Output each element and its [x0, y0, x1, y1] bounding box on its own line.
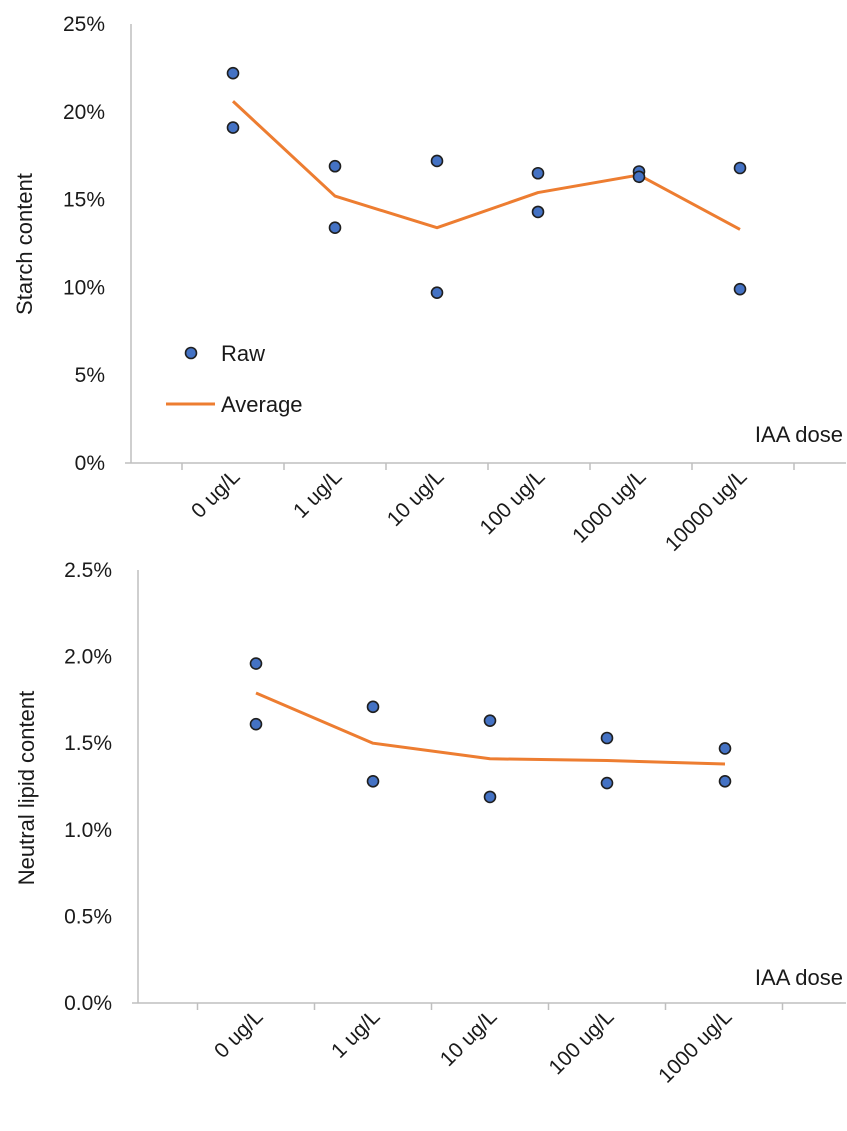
raw-data-point	[483, 714, 497, 727]
raw-data-point	[600, 731, 614, 745]
y-tick-label: 10%	[63, 276, 105, 299]
raw-data-point	[249, 657, 263, 670]
raw-data-point	[430, 286, 444, 299]
x-tick-label: 10000 ug/L	[661, 465, 752, 556]
raw-data-point	[733, 282, 747, 296]
raw-data-point	[483, 790, 497, 804]
raw-data-point	[430, 154, 444, 168]
x-tick-label: 100 ug/L	[544, 1005, 618, 1079]
average-line	[255, 691, 726, 766]
legend-raw-label: Raw	[221, 341, 265, 366]
y-tick-label: 25%	[63, 13, 105, 36]
raw-data-point	[632, 170, 646, 184]
raw-data-point	[600, 776, 614, 790]
raw-data-point	[718, 742, 732, 755]
x-tick-label: 100 ug/L	[475, 465, 549, 539]
y-axis-title: Neutral lipid content	[14, 691, 39, 885]
raw-data-point	[226, 121, 240, 134]
raw-data-point	[226, 66, 240, 80]
raw-data-point	[249, 717, 263, 731]
y-tick-label: 15%	[63, 189, 105, 212]
x-tick-label: 0 ug/L	[210, 1005, 268, 1063]
x-tick-label: 0 ug/L	[187, 465, 245, 523]
x-axis-title: IAA dose	[755, 965, 843, 990]
raw-data-point	[328, 159, 342, 173]
y-tick-label: 1.5%	[64, 732, 112, 755]
y-tick-label: 1.0%	[64, 819, 112, 842]
raw-data-point	[366, 700, 380, 714]
legend-average-label: Average	[221, 392, 303, 417]
x-tick-label: 1000 ug/L	[654, 1005, 736, 1087]
raw-data-point	[531, 205, 545, 219]
x-tick-label: 1 ug/L	[289, 465, 347, 523]
raw-data-point	[366, 775, 380, 788]
x-tick-label: 10 ug/L	[436, 1005, 502, 1071]
y-tick-label: 5%	[75, 364, 105, 387]
raw-data-point	[531, 166, 545, 180]
x-tick-label: 10 ug/L	[383, 465, 449, 531]
x-tick-label: 1 ug/L	[327, 1005, 385, 1063]
legend-raw-marker	[184, 346, 198, 360]
y-tick-label: 20%	[63, 101, 105, 124]
raw-data-point	[733, 161, 747, 175]
y-axis-title: Starch content	[12, 173, 37, 315]
y-tick-label: 2.5%	[64, 559, 112, 582]
y-tick-label: 0%	[75, 452, 105, 475]
y-tick-label: 0.5%	[64, 905, 112, 928]
raw-data-point	[718, 775, 732, 788]
raw-data-point	[328, 221, 342, 234]
y-tick-label: 0.0%	[64, 992, 112, 1015]
x-tick-label: 1000 ug/L	[568, 465, 650, 547]
y-tick-label: 2.0%	[64, 646, 112, 669]
x-axis-title: IAA dose	[755, 422, 843, 447]
average-line	[231, 100, 741, 231]
